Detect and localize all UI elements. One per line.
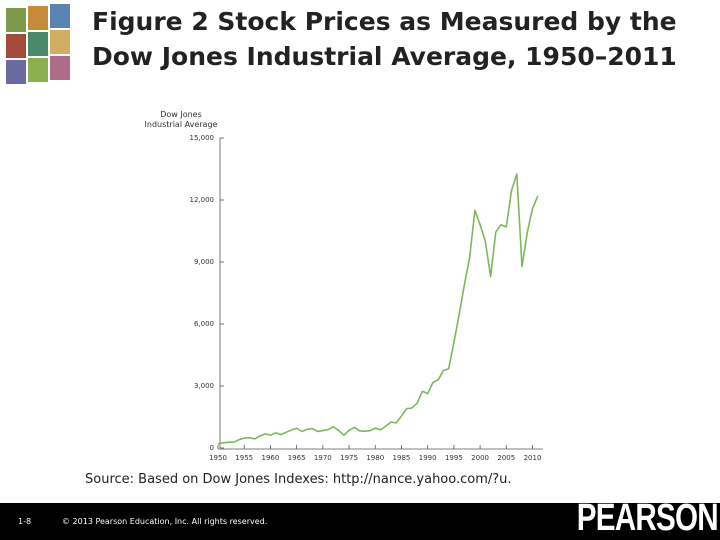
x-tick-label: 2010 (524, 454, 542, 462)
page-number: 1-8 (18, 517, 32, 526)
x-tick-label: 1965 (288, 454, 306, 462)
y-tick-label: 12,000 (190, 196, 215, 204)
copyright: © 2013 Pearson Education, Inc. All right… (62, 517, 268, 526)
x-tick-label: 1995 (445, 454, 463, 462)
cube-tile (6, 60, 26, 84)
x-tick-label: 1955 (235, 454, 253, 462)
x-tick-label: 1960 (262, 454, 280, 462)
data-line (217, 173, 539, 445)
x-tick-label: 1970 (314, 454, 332, 462)
x-tick-label: 1950 (209, 454, 227, 462)
x-tick-label: 1975 (340, 454, 358, 462)
cube-tile (50, 30, 70, 54)
y-tick-label: 3,000 (194, 382, 214, 390)
x-tick-label: 2000 (471, 454, 489, 462)
x-tick-label: 1990 (419, 454, 437, 462)
y-tick-label: 0 (210, 444, 214, 452)
chart-title: Figure 2 Stock Prices as Measured by the… (92, 7, 677, 71)
cube-tile (28, 32, 48, 56)
cube-tile (28, 6, 48, 30)
y-tick-label: 6,000 (194, 320, 214, 328)
cube-tile (6, 8, 26, 32)
cube-tile (50, 56, 70, 80)
y-tick-label: 15,000 (190, 134, 215, 142)
cube-tile (28, 58, 48, 82)
x-tick-label: 1980 (366, 454, 384, 462)
cube-logo (6, 4, 70, 84)
footer: 1-8 © 2013 Pearson Education, Inc. All r… (0, 497, 720, 540)
y-axis-label: Dow Jones Industrial Average (144, 110, 218, 129)
publisher-logo: PEARSON (576, 497, 719, 539)
x-tick-label: 1985 (393, 454, 411, 462)
x-tick-label: 2005 (497, 454, 515, 462)
cube-tile (50, 4, 70, 28)
cube-tile (6, 34, 26, 58)
y-tick-label: 9,000 (194, 258, 214, 266)
source-note: Source: Based on Dow Jones Indexes: http… (85, 472, 512, 487)
chart: 0 3,000 6,000 9,000 12,000 15,000 1950 1955 1960… (190, 134, 543, 462)
